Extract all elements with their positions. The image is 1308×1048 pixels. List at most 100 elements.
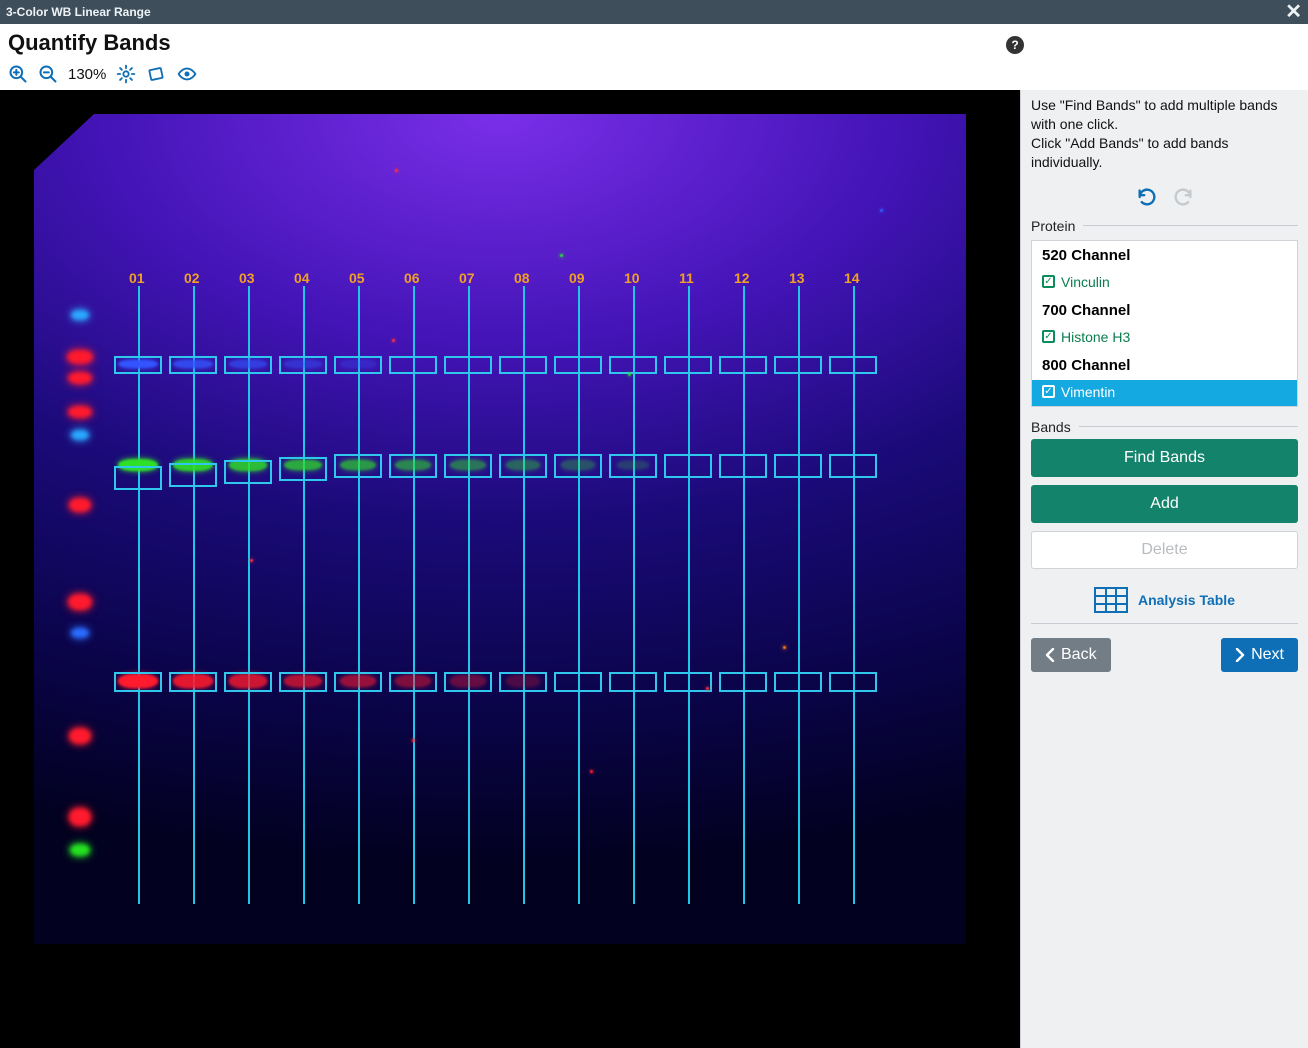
sidebar: Use "Find Bands" to add multiple bands w… (1020, 90, 1308, 1048)
band-box[interactable] (829, 672, 877, 692)
ladder-marker (69, 728, 91, 744)
band-box[interactable] (609, 356, 657, 374)
chevron-right-icon (1235, 648, 1245, 662)
section-bands: Bands (1021, 419, 1308, 435)
band-box[interactable] (389, 454, 437, 478)
lane-label: 07 (459, 270, 475, 286)
lane-line (193, 286, 195, 904)
table-icon (1094, 587, 1128, 613)
zoom-out-icon[interactable] (38, 64, 58, 84)
protein-item[interactable]: ✓Vimentin (1032, 380, 1297, 406)
band-box[interactable] (499, 454, 547, 478)
lane-label: 03 (239, 270, 255, 286)
lane-line (688, 286, 690, 904)
back-button[interactable]: Back (1031, 638, 1111, 672)
lane-label: 14 (844, 270, 860, 286)
help-icon[interactable]: ? (1006, 36, 1024, 54)
band-box[interactable] (224, 356, 272, 374)
band-box[interactable] (774, 672, 822, 692)
band-box[interactable] (114, 672, 162, 692)
lane-line (248, 286, 250, 904)
undo-icon[interactable] (1135, 186, 1159, 208)
lane-line (413, 286, 415, 904)
ladder-marker (70, 844, 90, 856)
image-canvas[interactable]: 0102030405060708091011121314 (0, 90, 1020, 1048)
tip-text: Use "Find Bands" to add multiple bands w… (1021, 90, 1308, 182)
band-box[interactable] (664, 672, 712, 692)
zoom-in-icon[interactable] (8, 64, 28, 84)
lane-line (853, 286, 855, 904)
blot-membrane (34, 114, 966, 944)
band-box[interactable] (279, 356, 327, 374)
lane-label: 06 (404, 270, 420, 286)
noise-speck (412, 739, 415, 742)
band-box[interactable] (224, 672, 272, 692)
gear-icon[interactable] (116, 64, 136, 84)
ladder-marker (69, 498, 91, 512)
band-box[interactable] (444, 356, 492, 374)
band-box[interactable] (664, 356, 712, 374)
band-box[interactable] (499, 356, 547, 374)
band-box[interactable] (609, 454, 657, 478)
band-box[interactable] (169, 356, 217, 374)
noise-speck (783, 646, 786, 649)
band-box[interactable] (554, 356, 602, 374)
protein-label: Vinculin (1061, 274, 1110, 290)
band-box[interactable] (774, 356, 822, 374)
band-box[interactable] (334, 672, 382, 692)
band-box[interactable] (389, 672, 437, 692)
band-box[interactable] (609, 672, 657, 692)
band-box[interactable] (224, 460, 272, 484)
ladder-marker (71, 310, 89, 320)
toolbar: 130% (8, 64, 198, 84)
checkbox-icon[interactable]: ✓ (1042, 385, 1055, 398)
channel-header: 520 Channel (1032, 241, 1297, 270)
analysis-table-link[interactable]: Analysis Table (1021, 587, 1308, 613)
checkbox-icon[interactable]: ✓ (1042, 330, 1055, 343)
section-protein: Protein (1021, 218, 1308, 234)
band-box[interactable] (719, 672, 767, 692)
next-button[interactable]: Next (1221, 638, 1298, 672)
chevron-left-icon (1045, 648, 1055, 662)
find-bands-button[interactable]: Find Bands (1031, 439, 1298, 477)
band-box[interactable] (774, 454, 822, 478)
band-box[interactable] (334, 356, 382, 374)
band-box[interactable] (169, 463, 217, 487)
zoom-percent: 130% (68, 66, 106, 83)
band-box[interactable] (114, 356, 162, 374)
noise-speck (395, 169, 398, 172)
band-box[interactable] (829, 454, 877, 478)
band-box[interactable] (719, 356, 767, 374)
band-box[interactable] (664, 454, 712, 478)
lane-line (138, 286, 140, 904)
noise-speck (628, 373, 631, 376)
lane-line (303, 286, 305, 904)
lane-line (358, 286, 360, 904)
close-icon[interactable]: ✕ (1285, 2, 1302, 22)
ladder-marker (71, 628, 89, 638)
band-box[interactable] (719, 454, 767, 478)
lane-label: 09 (569, 270, 585, 286)
band-box[interactable] (334, 454, 382, 478)
eye-icon[interactable] (176, 64, 198, 84)
band-box[interactable] (279, 457, 327, 481)
rotate-icon[interactable] (146, 64, 166, 84)
add-button[interactable]: Add (1031, 485, 1298, 523)
protein-item[interactable]: ✓Histone H3 (1032, 325, 1297, 351)
band-box[interactable] (169, 672, 217, 692)
band-box[interactable] (444, 454, 492, 478)
window-title: 3-Color WB Linear Range (6, 5, 151, 19)
band-box[interactable] (444, 672, 492, 692)
lane-line (523, 286, 525, 904)
lane-line (633, 286, 635, 904)
band-box[interactable] (499, 672, 547, 692)
protein-item[interactable]: ✓ Vinculin (1032, 270, 1297, 296)
band-box[interactable] (279, 672, 327, 692)
band-box[interactable] (829, 356, 877, 374)
band-box[interactable] (389, 356, 437, 374)
delete-button: Delete (1031, 531, 1298, 569)
band-box[interactable] (114, 466, 162, 490)
checkbox-icon[interactable]: ✓ (1042, 275, 1055, 288)
band-box[interactable] (554, 672, 602, 692)
band-box[interactable] (554, 454, 602, 478)
